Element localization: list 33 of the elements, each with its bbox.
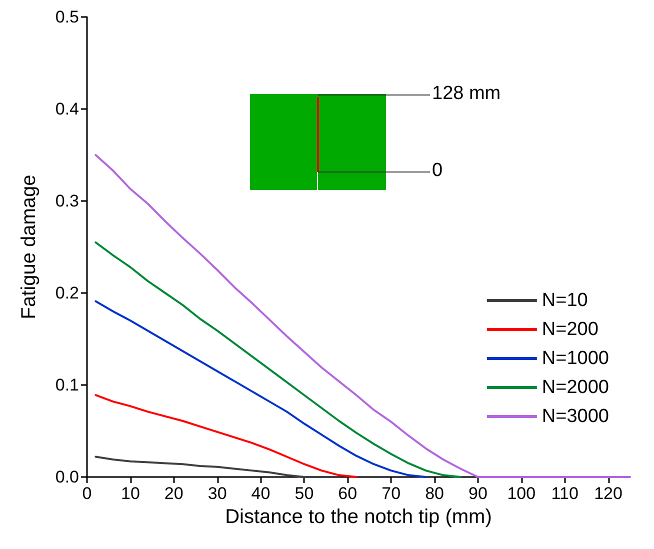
legend-label: N=200 [542, 319, 598, 340]
y-tick-label: 0.2 [55, 284, 79, 302]
annotation: 128 mm [432, 83, 501, 104]
line-series [94, 394, 358, 478]
legend-label: N=1000 [542, 348, 610, 369]
line-series [94, 456, 306, 478]
legend-label: N=10 [542, 290, 588, 311]
x-tick-label: 60 [338, 484, 358, 503]
x-tick-label: 0 [82, 484, 92, 503]
x-tick-label: 10 [120, 484, 140, 503]
x-axis-title: Distance to the notch tip (mm) [225, 506, 492, 528]
y-tick-label: 0.5 [55, 8, 79, 26]
y-tick-label: 0.1 [55, 376, 79, 394]
line-series [94, 300, 427, 478]
x-tick-label: 100 [507, 484, 536, 503]
legend-label: N=2000 [542, 377, 610, 398]
y-tick-label: 0.4 [55, 100, 79, 118]
x-tick-label: 40 [251, 484, 270, 503]
x-tick-label: 20 [164, 484, 184, 503]
y-tick-label: 0.0 [55, 468, 79, 486]
y-axis-title: Fatigue damage [18, 174, 40, 320]
x-tick-label: 80 [425, 484, 444, 503]
x-tick-label: 50 [294, 484, 314, 503]
x-tick-label: 70 [382, 484, 401, 503]
legend-label: N=3000 [542, 406, 610, 427]
x-tick-label: 30 [208, 484, 227, 503]
line-series [94, 241, 462, 478]
y-tick-label: 0.3 [55, 192, 79, 210]
line-series [94, 154, 631, 478]
x-tick-label: 120 [594, 484, 622, 503]
x-tick-label: 110 [551, 484, 578, 503]
annotation: 0 [432, 160, 443, 181]
x-tick-label: 90 [468, 484, 488, 503]
